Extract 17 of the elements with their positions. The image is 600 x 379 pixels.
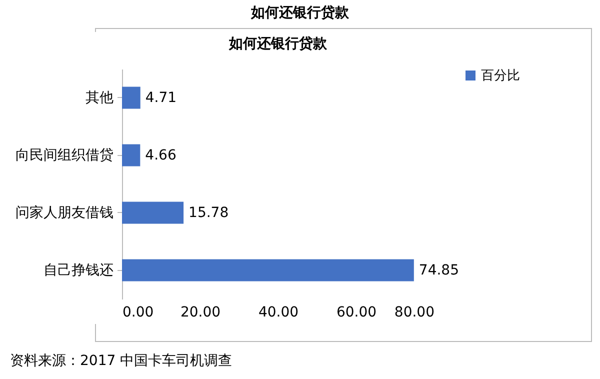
legend-label: 百分比 [481, 68, 520, 82]
data-label: 4.71 [145, 90, 177, 106]
x-tick-label: 40.00 [258, 304, 299, 320]
x-tick-label: 80.00 [394, 304, 434, 320]
y-tick-label: 自己挣钱还 [44, 262, 114, 278]
x-tick-label: 60.00 [336, 304, 377, 320]
x-tick-label: 0.00 [122, 304, 154, 320]
data-label: 74.85 [418, 262, 460, 278]
y-tick-label: 向民间组织借贷 [16, 147, 114, 164]
chart-subtitle: 如何还银行贷款 [228, 35, 328, 52]
y-tick-label: 其他 [86, 90, 114, 106]
x-tick-label: 20.00 [180, 304, 221, 320]
y-tick-label: 问家人朋友借钱 [16, 204, 114, 221]
text: 资料来源：2017 中国卡车司机调查 [10, 352, 232, 370]
data-label: 4.66 [145, 147, 176, 164]
data-label: 15.78 [188, 204, 229, 221]
chart-title: 如何还银行贷款 [250, 4, 350, 22]
